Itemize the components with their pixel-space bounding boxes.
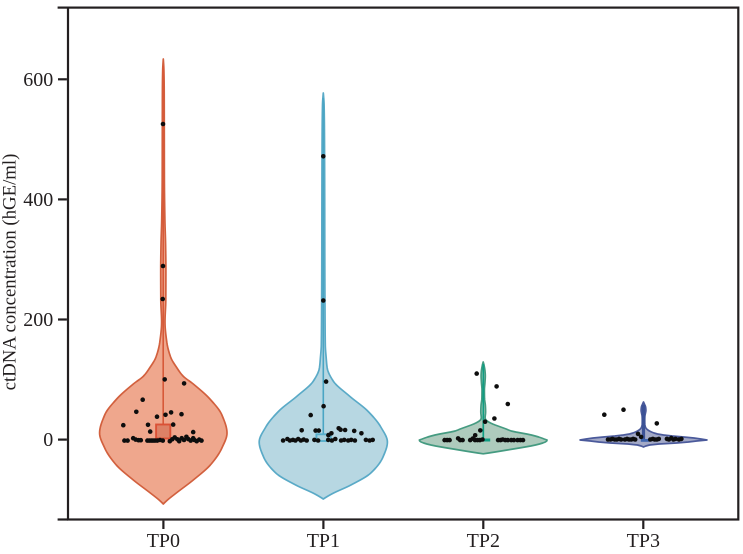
svg-text:0: 0	[43, 429, 53, 451]
svg-text:TP3: TP3	[627, 530, 660, 552]
svg-text:TP1: TP1	[307, 530, 340, 552]
svg-text:TP0: TP0	[147, 530, 180, 552]
svg-text:400: 400	[23, 189, 53, 211]
svg-text:TP2: TP2	[467, 530, 500, 552]
svg-text:200: 200	[23, 309, 53, 331]
svg-text:ctDNA concentration (hGE/ml): ctDNA concentration (hGE/ml)	[0, 154, 21, 391]
svg-text:600: 600	[23, 69, 53, 91]
